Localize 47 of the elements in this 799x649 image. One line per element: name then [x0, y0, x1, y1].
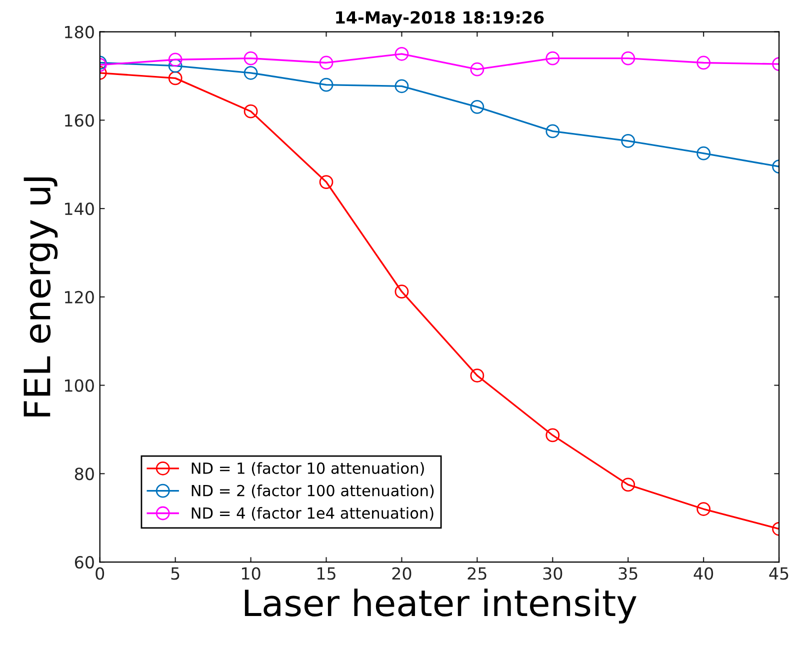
point	[470, 62, 484, 76]
x-tick-label: 40	[694, 567, 714, 580]
y-axis-title: FEL energy uJ	[24, 177, 58, 416]
legend-label: ND = 1 (factor 10 attenuation)	[192, 462, 424, 476]
y-tick-label: 100	[65, 379, 94, 392]
chart-title: 14-May-2018 18:19:26	[336, 11, 544, 28]
point	[168, 71, 182, 86]
y-tick-label: 180	[65, 26, 94, 38]
point	[546, 428, 560, 442]
point	[244, 104, 258, 118]
x-tick-label: 45	[769, 567, 788, 580]
point	[546, 51, 560, 66]
x-tick-label: 0	[96, 567, 104, 580]
y-tick-label: 80	[74, 468, 94, 480]
x-tick-label: 10	[242, 567, 260, 580]
y-tick-label: 140	[65, 202, 94, 216]
legend-label: ND = 4 (factor 1e4 attenuation)	[192, 506, 434, 521]
point	[470, 100, 484, 114]
x-tick-label: 25	[468, 567, 486, 580]
x-axis-title: Laser heater intensity	[244, 588, 636, 624]
point	[696, 502, 711, 516]
point	[696, 56, 711, 70]
point	[319, 78, 334, 92]
point	[621, 134, 636, 148]
legend-label: ND = 2 (factor 100 attenuation)	[192, 484, 434, 498]
y-tick-label: 160	[65, 114, 94, 127]
point	[696, 146, 711, 160]
x-tick-label: 5	[171, 567, 180, 580]
x-tick-label: 15	[317, 567, 336, 580]
point	[319, 175, 334, 189]
point	[168, 52, 182, 67]
point	[168, 58, 182, 73]
point	[394, 284, 409, 299]
x-tick-label: 30	[543, 567, 562, 580]
x-tick-label: 20	[392, 567, 412, 580]
point	[244, 51, 258, 66]
point	[244, 66, 258, 80]
y-tick-label: 120	[65, 290, 94, 304]
point	[546, 124, 560, 138]
point	[394, 46, 409, 61]
point	[394, 79, 409, 94]
point	[319, 56, 334, 70]
y-tick-label: 60	[74, 556, 94, 569]
point	[621, 478, 636, 492]
point	[470, 368, 484, 383]
x-tick-label: 35	[618, 567, 638, 580]
point	[621, 51, 636, 66]
